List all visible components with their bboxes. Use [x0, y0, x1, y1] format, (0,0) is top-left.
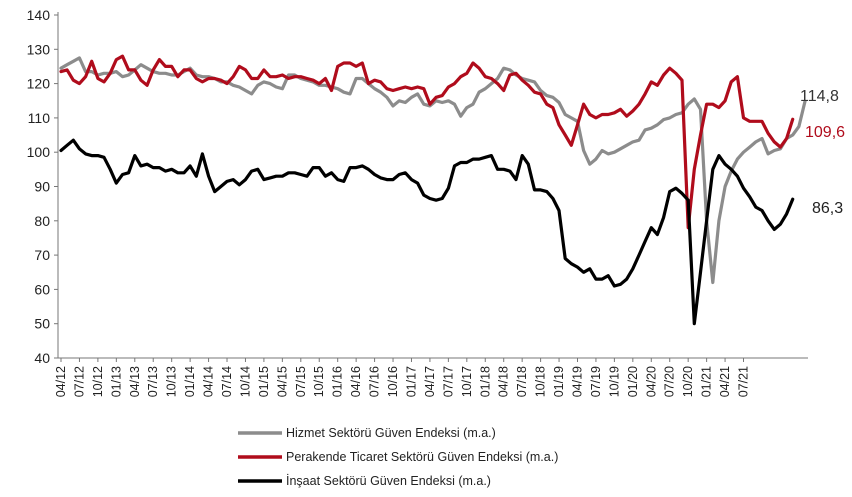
- x-tick-label: 04/21: [718, 366, 732, 397]
- x-tick-label: 01/21: [700, 366, 714, 397]
- x-tick-label: 10/19: [607, 366, 621, 397]
- x-tick-label: 07/13: [146, 366, 160, 397]
- x-tick-label: 07/14: [220, 366, 234, 397]
- y-tick-label: 80: [34, 213, 50, 229]
- legend: Hizmet Sektörü Güven Endeksi (m.a.) Perak…: [238, 426, 558, 488]
- series-line-1: [59, 54, 795, 230]
- end-label-2: 86,3: [812, 200, 843, 217]
- series-end-labels: 114,8 109,6 86,3: [800, 88, 845, 217]
- x-tick-label: 01/17: [404, 366, 418, 397]
- y-tick-label: 50: [34, 316, 50, 332]
- x-tick-label: 04/20: [644, 366, 658, 397]
- x-tick-label: 04/18: [497, 366, 511, 397]
- y-tick-label: 140: [27, 7, 51, 23]
- axes: [57, 12, 808, 359]
- x-tick-label: 07/16: [368, 366, 382, 397]
- x-tick-label: 07/17: [441, 366, 455, 397]
- x-axis-ticks: 04/12 07/12 10/12 01/13 04/13 07/13 10/13 01/14…: [54, 358, 751, 397]
- y-tick-label: 70: [34, 247, 50, 263]
- x-tick-label: 01/19: [552, 366, 566, 397]
- x-tick-label: 10/12: [91, 366, 105, 397]
- series-line-2: [59, 138, 795, 326]
- x-tick-label: 10/20: [681, 366, 695, 397]
- x-tick-label: 07/18: [515, 366, 529, 397]
- x-tick-label: 10/15: [312, 366, 326, 397]
- x-tick-label: 01/20: [626, 366, 640, 397]
- x-tick-label: 04/14: [202, 366, 216, 397]
- x-tick-label: 07/21: [737, 366, 751, 397]
- y-tick-label: 40: [34, 350, 50, 366]
- x-tick-label: 07/19: [589, 366, 603, 397]
- x-tick-label: 04/12: [54, 366, 68, 397]
- y-tick-label: 90: [34, 179, 50, 195]
- y-tick-label: 130: [27, 41, 51, 57]
- series-lines: [59, 54, 807, 326]
- y-tick-label: 100: [27, 144, 51, 160]
- y-tick-label: 120: [27, 76, 51, 92]
- x-tick-label: 04/16: [349, 366, 363, 397]
- x-tick-label: 01/14: [183, 366, 197, 397]
- x-tick-label: 10/16: [386, 366, 400, 397]
- x-tick-label: 04/19: [570, 366, 584, 397]
- x-tick-label: 04/13: [128, 366, 142, 397]
- x-tick-label: 10/13: [165, 366, 179, 397]
- end-label-1: 109,6: [805, 124, 845, 141]
- legend-label-1: Perakende Ticaret Sektörü Güven Endeksi …: [286, 450, 558, 464]
- x-tick-label: 01/18: [478, 366, 492, 397]
- legend-label-0: Hizmet Sektörü Güven Endeksi (m.a.): [286, 426, 496, 440]
- x-tick-label: 01/16: [331, 366, 345, 397]
- y-axis-ticks: 40 50 60 70 80 90 100 110 120 130 140: [27, 7, 58, 366]
- x-tick-label: 07/15: [294, 366, 308, 397]
- y-tick-label: 110: [28, 110, 51, 126]
- x-tick-label: 01/15: [257, 366, 271, 397]
- y-tick-label: 60: [34, 281, 50, 297]
- x-tick-label: 04/15: [275, 366, 289, 397]
- x-tick-label: 10/14: [238, 366, 252, 397]
- x-tick-label: 07/12: [72, 366, 86, 397]
- x-tick-label: 10/18: [534, 366, 548, 397]
- x-tick-label: 10/17: [460, 366, 474, 397]
- x-tick-label: 01/13: [109, 366, 123, 397]
- end-label-0: 114,8: [800, 88, 839, 105]
- legend-label-2: İnşaat Sektörü Güven Endeksi (m.a.): [286, 474, 491, 488]
- x-tick-label: 04/17: [423, 366, 437, 397]
- x-tick-label: 07/20: [663, 366, 677, 397]
